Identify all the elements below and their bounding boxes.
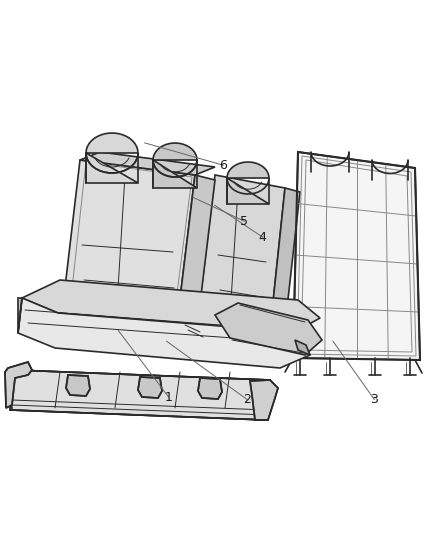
Polygon shape [195, 175, 285, 350]
Polygon shape [86, 133, 138, 183]
Polygon shape [215, 303, 322, 355]
Text: 6: 6 [219, 159, 227, 172]
Text: 3: 3 [371, 393, 378, 406]
Text: 2: 2 [244, 393, 251, 406]
Polygon shape [22, 280, 320, 332]
Polygon shape [18, 298, 310, 368]
Polygon shape [198, 378, 222, 399]
Polygon shape [268, 188, 300, 353]
Text: 5: 5 [240, 215, 248, 228]
Polygon shape [295, 340, 310, 355]
Polygon shape [250, 380, 278, 420]
Text: 4: 4 [259, 231, 267, 244]
Text: 1: 1 [165, 391, 173, 403]
Polygon shape [80, 152, 215, 175]
Polygon shape [175, 175, 215, 345]
Polygon shape [293, 152, 420, 360]
Polygon shape [60, 160, 195, 340]
Polygon shape [138, 377, 162, 398]
Polygon shape [153, 143, 197, 188]
Polygon shape [227, 162, 269, 204]
Polygon shape [66, 375, 90, 396]
Polygon shape [5, 362, 32, 408]
Polygon shape [10, 370, 270, 420]
Polygon shape [18, 298, 22, 333]
